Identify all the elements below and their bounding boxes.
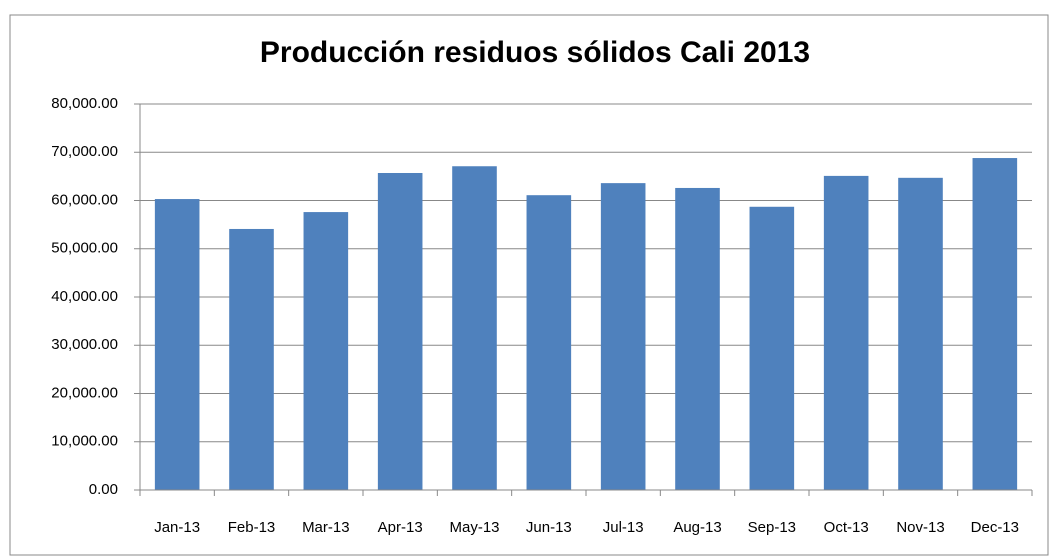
x-tick-label: Nov-13 [896, 519, 944, 536]
x-tick-label: Sep-13 [748, 519, 796, 536]
bar [452, 166, 497, 490]
bar [749, 206, 795, 490]
bar [823, 175, 869, 490]
y-tick-label: 40,000.00 [51, 288, 118, 305]
chart-title: Producción residuos sólidos Cali 2013 [260, 36, 810, 69]
x-tick-label: May-13 [449, 519, 499, 536]
bar [600, 183, 646, 490]
bar [526, 195, 572, 490]
y-tick-label: 60,000.00 [51, 191, 118, 208]
bar [303, 212, 349, 490]
x-tick-label: Mar-13 [302, 519, 350, 536]
y-tick-label: 20,000.00 [51, 384, 118, 401]
x-tick-label: Oct-13 [824, 519, 869, 536]
x-tick-label: Jan-13 [154, 519, 200, 536]
y-tick-label: 70,000.00 [51, 143, 118, 160]
bar [972, 158, 1018, 491]
y-tick-label: 50,000.00 [51, 240, 118, 257]
x-tick-label: Apr-13 [378, 519, 423, 536]
x-tick-label: Feb-13 [228, 519, 276, 536]
y-tick-label: 30,000.00 [51, 336, 118, 353]
y-tick-label: 0.00 [89, 481, 118, 498]
y-tick-label: 80,000.00 [51, 95, 118, 112]
y-tick-label: 10,000.00 [51, 433, 118, 450]
bar [675, 187, 720, 490]
x-tick-label: Aug-13 [673, 519, 721, 536]
bar [377, 172, 423, 490]
bar [898, 177, 943, 490]
bar [154, 199, 200, 491]
x-tick-label: Jul-13 [603, 519, 644, 536]
bar [229, 228, 274, 490]
x-tick-label: Dec-13 [971, 519, 1019, 536]
x-tick-label: Jun-13 [526, 519, 572, 536]
